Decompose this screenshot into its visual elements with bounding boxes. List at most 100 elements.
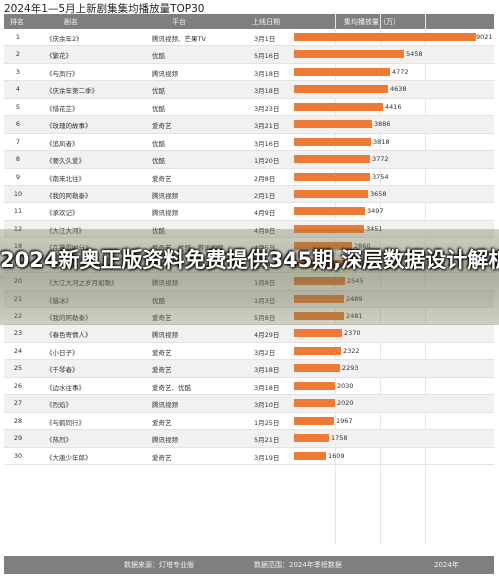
chart-title: 2024年1—5月上新剧集集均播放量TOP30 [4,3,205,15]
bar-value-label: 3754 [372,172,389,181]
title-cell: 《玫瑰的故事》 [46,122,92,131]
bar-value-label: 3497 [367,207,384,216]
table-row: 3 《与凤行》 腾讯视频 3月18日 4772 [4,64,494,82]
bar [294,346,341,355]
bar [294,416,334,425]
platform-cell: 爱奇艺 [152,453,172,462]
bar-value-label: 5458 [406,50,423,59]
table-row: 4 《庆余年第二季》 优酷 3月18日 4638 [4,81,494,99]
bar-value-label: 2322 [343,346,360,355]
title-cell: 《千琴春》 [46,366,79,375]
rank-cell: 24 [13,346,23,355]
table-row: 7 《追风者》 优酷 3月16日 3818 [4,134,494,152]
table-row: 25 《千琴春》 爱奇艺 3月18日 2293 [4,360,494,378]
bar-value-label: 2030 [337,381,354,390]
bar-value-label: 2293 [342,364,359,373]
rank-cell: 12 [4,225,32,233]
bar [294,224,364,233]
table-row: 6 《玫瑰的故事》 爱奇艺 3月21日 3886 [4,116,494,134]
rank-cell: 29 [13,434,23,443]
table-row: 24 《小日子》 爱奇艺 3月2日 2322 [4,343,494,361]
date-cell: 4月29日 [254,331,280,340]
date-cell: 3月23日 [254,104,280,113]
header-rank: 排名 [10,18,24,26]
header-date: 上线日期 [252,18,280,26]
date-cell: 3月18日 [254,69,280,78]
rank-cell: 10 [13,189,23,198]
title-cell: 《边水往事》 [46,383,85,392]
bar [294,434,329,443]
platform-cell: 爱奇艺 [152,418,172,427]
table-row: 23 《春色寄情人》 腾讯视频 4月29日 2370 [4,325,494,343]
platform-cell: 优酷 [152,139,165,148]
platform-cell: 腾讯视频 [152,209,178,218]
rank-cell: 1 [15,33,21,41]
platform-cell: 优酷 [152,87,165,96]
date-cell: 2月8日 [254,174,276,183]
title-cell: 《追风者》 [46,139,79,148]
platform-cell: 优酷 [152,104,165,113]
rank-cell: 26 [13,381,23,390]
bar-value-label: 4638 [390,85,407,94]
table-row: 30 《大唐少年郎》 爱奇艺 3月19日 1609 [4,448,494,465]
date-cell: 3月1日 [254,35,276,43]
bar [294,50,404,59]
date-cell: 3月18日 [254,366,280,375]
bar-value-label: 9021 [476,33,493,41]
platform-cell: 腾讯视频、芒果TV [152,35,206,43]
header-title: 剧名 [64,18,78,26]
bar [294,120,372,129]
bar [294,137,371,146]
bar-value-label: 1609 [328,451,345,460]
table-row: 8 《要久久爱》 优酷 1月20日 3772 [4,151,494,169]
title-cell: 《小日子》 [46,348,79,357]
date-cell: 3月18日 [254,383,280,392]
table-row: 1 《庆余年2》 腾讯视频、芒果TV 3月1日 9021 [4,29,494,47]
bar [294,451,326,460]
bar-value-label: 3772 [372,155,389,164]
table-row: 10 《我的阿勒泰》 腾讯视频 2月1日 3658 [4,185,494,204]
bar [294,33,476,41]
platform-cell: 优酷 [152,157,165,166]
title-cell: 《要久久爱》 [46,157,85,166]
bar-value-label: 2370 [344,329,361,338]
header-platform: 平台 [172,18,186,26]
bar [294,189,368,198]
footer-watermark: 2024年 [434,561,459,569]
rank-cell: 28 [13,416,23,425]
table-row: 28 《与鹤同行》 爱奇艺 1月25日 1967 [4,413,494,431]
platform-cell: 腾讯视频 [152,401,178,410]
rank-cell: 4 [15,85,21,94]
bar-value-label: 1967 [336,416,353,425]
bar-value-label: 3818 [373,137,390,146]
rank-cell: 7 [15,137,21,146]
platform-cell: 腾讯视频 [152,331,178,340]
rank-cell: 11 [13,207,23,216]
date-cell: 4月9日 [254,209,276,218]
table-header: 排名 剧名 平台 上线日期 集均播放量（万） [4,14,494,29]
bar [294,381,335,390]
table-row: 2 《繁花》 优酷 5月16日 5458 [4,46,494,64]
title-cell: 《承欢记》 [46,209,79,218]
date-cell: 3月16日 [254,139,280,148]
bar-value-label: 3658 [370,189,387,198]
platform-cell: 爱奇艺 [152,366,172,375]
date-cell: 3月10日 [254,401,280,410]
bar-value-label: 4416 [385,102,402,111]
table-row: 26 《边水往事》 爱奇艺、优酷 3月18日 2030 [4,378,494,396]
platform-cell: 腾讯视频 [152,191,178,200]
bar [294,102,383,111]
platform-cell: 爱奇艺 [152,174,172,183]
platform-cell: 爱奇艺 [152,122,172,131]
footer-source: 数据来源：灯塔专业版 [124,561,194,569]
platform-cell: 优酷 [152,52,165,61]
bar [294,399,335,408]
title-cell: 《春色寄情人》 [46,331,92,340]
footer-bar: 数据来源：灯塔专业版 数据范围：2024年季榜数据 2024年 [4,556,494,574]
title-cell: 《烈焰》 [46,401,72,410]
table-row: 9 《南来北往》 爱奇艺 2月8日 3754 [4,169,494,186]
date-cell: 5月16日 [254,52,280,61]
bar-value-label: 1758 [331,434,348,443]
rank-cell: 3 [15,67,21,76]
